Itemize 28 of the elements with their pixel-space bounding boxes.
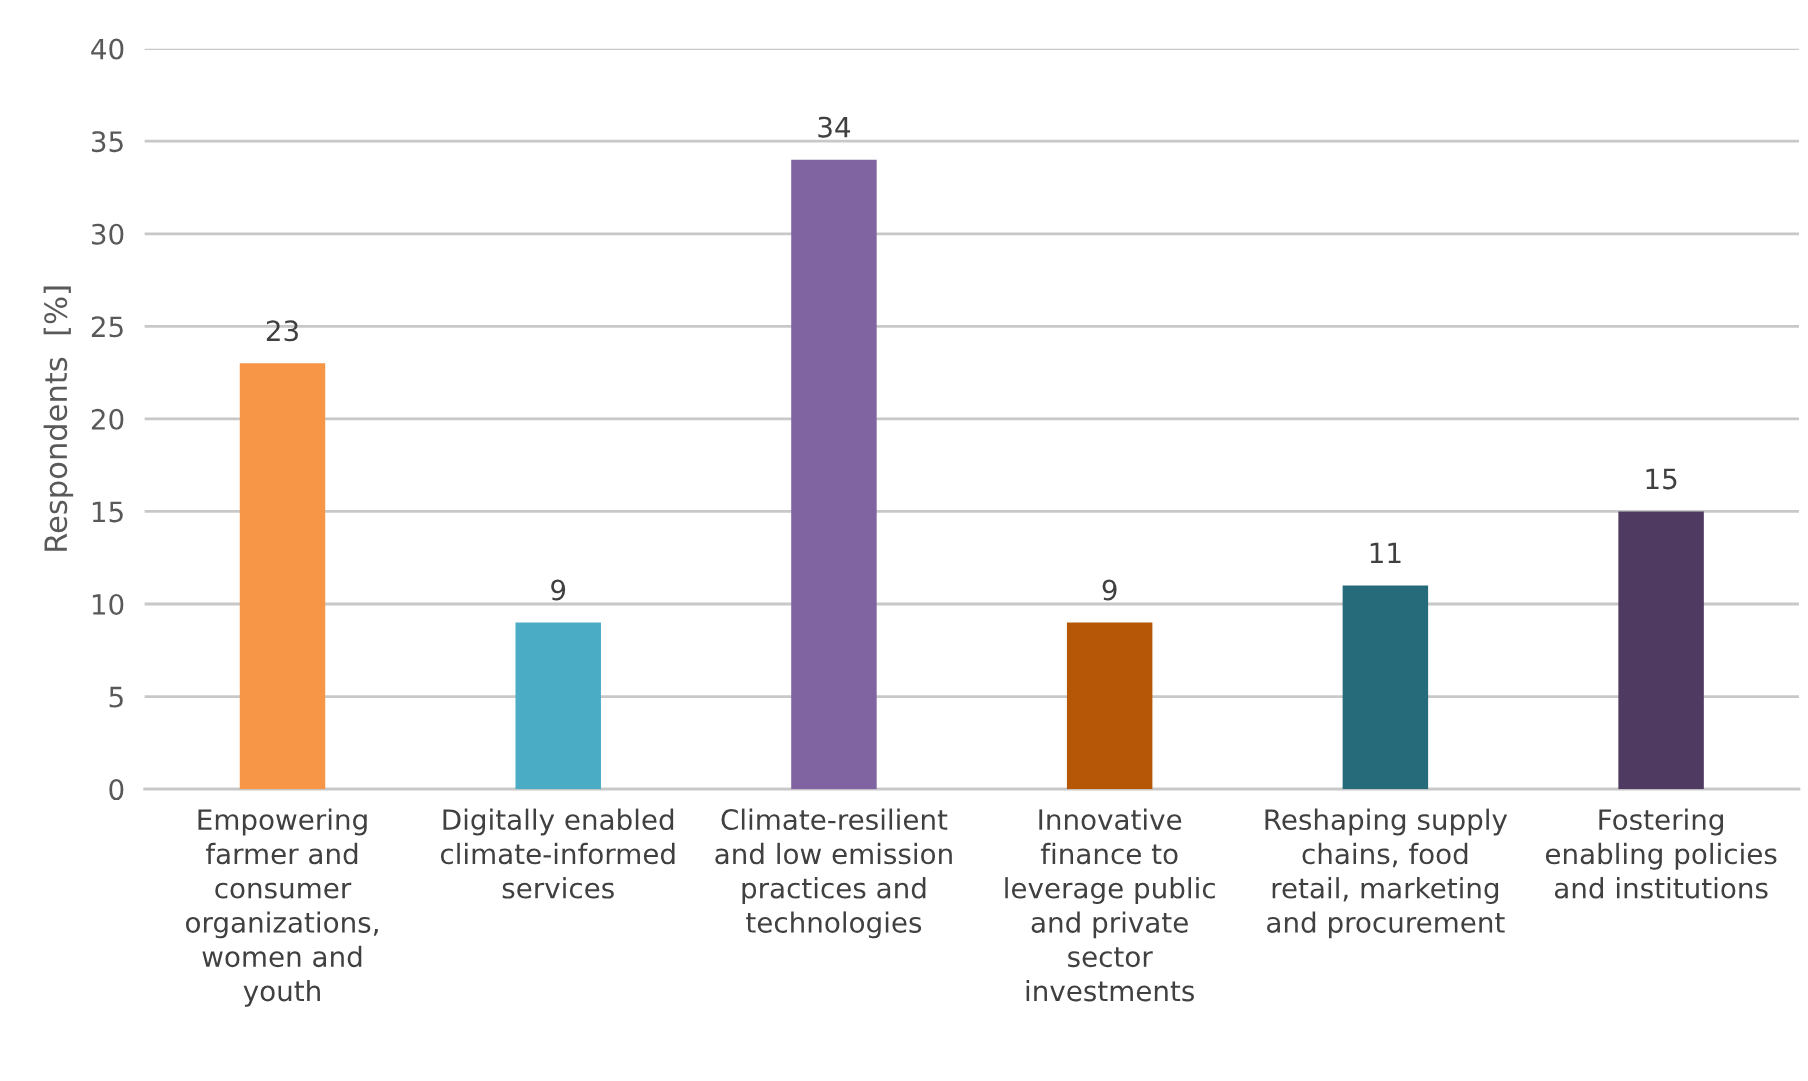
bar xyxy=(1618,511,1704,790)
bar xyxy=(515,622,601,790)
x-tick-label: Empowering farmer and consumer organizations, women and youth xyxy=(186,808,378,1007)
y-axis-title: Respondents [%] xyxy=(43,286,74,551)
x-tick-label: Fostering enabling policies and institutions xyxy=(1545,808,1777,899)
bar xyxy=(239,363,326,790)
y-tick-label: 35 xyxy=(91,131,123,153)
y-tick-label: 20 xyxy=(91,408,124,430)
x-tick-label: Reshaping supply chains, food retail, marketing and procurement xyxy=(1265,808,1508,939)
y-tick-label: 30 xyxy=(91,223,124,245)
data-label: 11 xyxy=(1370,542,1401,564)
y-tick-label: 15 xyxy=(92,501,123,523)
data-label: 15 xyxy=(1646,468,1677,490)
x-tick-label: Climate-resilient and low emission practices and technologies xyxy=(715,808,952,939)
y-tick-label: 25 xyxy=(91,316,123,338)
y-tick-label: 10 xyxy=(92,593,124,615)
data-label: 34 xyxy=(818,116,851,138)
y-tick-label: 40 xyxy=(91,38,124,60)
bar xyxy=(791,159,877,790)
data-label: 9 xyxy=(1102,579,1117,601)
data-label: 9 xyxy=(551,579,566,601)
y-tick-label: 5 xyxy=(109,686,123,708)
bar xyxy=(1066,622,1153,790)
x-tick-label: Innovative finance to leverage public and private sector investments xyxy=(1005,808,1215,1002)
bar xyxy=(1342,585,1429,790)
data-label: 23 xyxy=(266,320,298,342)
y-tick-label: 0 xyxy=(109,779,124,801)
x-tick-label: Digitally enabled climate-informed services xyxy=(440,808,675,899)
